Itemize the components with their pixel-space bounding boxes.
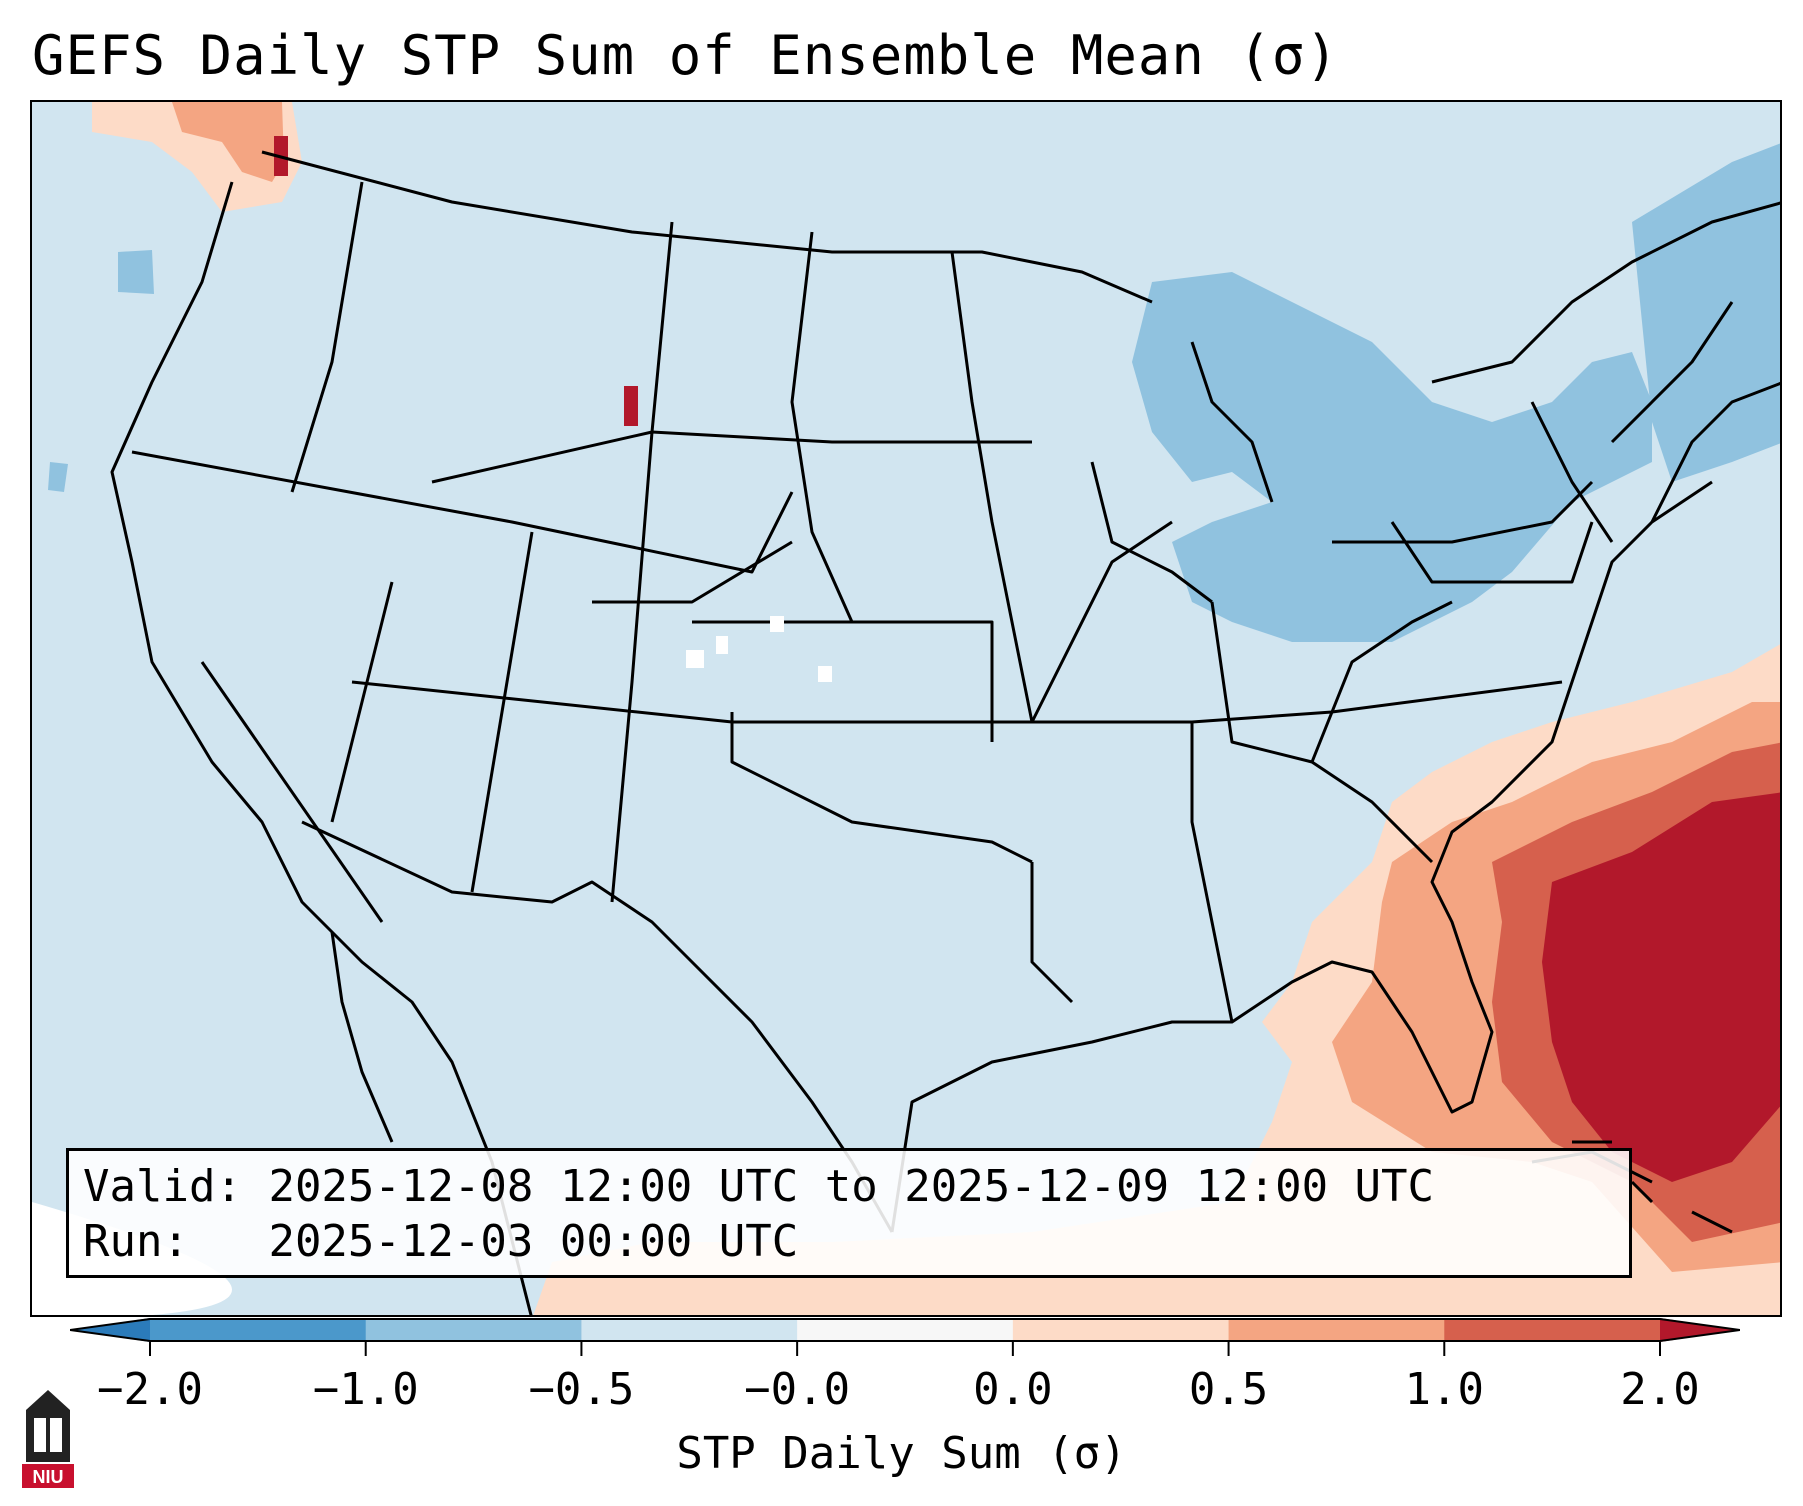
run-value: 2025-12-03 00:00 UTC — [268, 1216, 799, 1267]
colorbar-bin — [1444, 1318, 1661, 1342]
region-wy-max — [624, 386, 638, 426]
state-borders — [110, 150, 1780, 1315]
logo-text: NIU — [33, 1467, 64, 1487]
colorbar-tick-label: 0.0 — [973, 1364, 1053, 1415]
run-label: Run: — [83, 1216, 189, 1267]
colorbar-tick-label: −0.0 — [744, 1364, 851, 1415]
colorbar-bin — [581, 1318, 798, 1342]
colorbar — [70, 1318, 1740, 1342]
missing-cell — [686, 650, 704, 668]
logo-banner — [22, 1464, 74, 1488]
valid-value: 2025-12-08 12:00 UTC to 2025-12-09 12:00… — [268, 1161, 1435, 1212]
logo-window-bar — [46, 1418, 50, 1452]
colorbar-extend-low — [70, 1318, 150, 1342]
region-great-lakes-negative — [1132, 272, 1652, 642]
baja — [330, 931, 394, 1143]
west-coast — [110, 181, 533, 1315]
border-line-14 — [1030, 862, 1074, 1004]
colorbar-extend-high — [1660, 1318, 1740, 1342]
colorbar-ticks — [149, 1342, 1661, 1356]
border-line-19 — [1390, 521, 1594, 584]
border-line-20 — [1090, 461, 1213, 604]
colorbar-bin — [365, 1318, 582, 1342]
border-line-12 — [790, 231, 854, 623]
border-line-2 — [290, 181, 364, 493]
colorbar-bin — [797, 1318, 1014, 1342]
canada-border — [261, 150, 1153, 304]
us-mexico-border — [301, 820, 894, 1233]
border-line-18 — [1310, 600, 1453, 763]
colorbar-bin — [1012, 1318, 1230, 1342]
map-svg — [32, 102, 1780, 1315]
border-line-25 — [1650, 381, 1780, 523]
colorbar-label: STP Daily Sum (σ) — [676, 1428, 1127, 1479]
colorbar-tick-label: 2.0 — [1620, 1364, 1700, 1415]
valid-time-annotation: Valid: 2025-12-08 12:00 UTC to 2025-12-0… — [66, 1148, 1632, 1278]
border-line-6 — [610, 221, 674, 903]
colorbar-tick-label: −0.5 — [528, 1364, 635, 1415]
border-line-24 — [1530, 401, 1614, 543]
border-line-5 — [470, 531, 534, 893]
bahamas — [1572, 1140, 1733, 1234]
border-line-3 — [200, 661, 384, 923]
colorbar-tick-label: 0.5 — [1188, 1364, 1269, 1415]
missing-cell — [716, 636, 728, 654]
valid-label: Valid: — [83, 1161, 242, 1212]
border-line-23 — [1431, 201, 1780, 384]
border-line-9 — [431, 430, 1032, 484]
border-line-8 — [592, 540, 793, 604]
chart-title: GEFS Daily STP Sum of Ensemble Mean (σ) — [32, 24, 1339, 87]
colorbar-tick-label: 1.0 — [1404, 1364, 1485, 1415]
border-line-15 — [1030, 520, 1173, 723]
region-pacific-nw-medium — [172, 102, 284, 182]
region-pacific-negative — [48, 250, 154, 492]
border-line-4 — [330, 581, 394, 823]
missing-cells — [686, 616, 832, 682]
border-line-1 — [131, 450, 794, 574]
colorbar-tick-label: −2.0 — [97, 1364, 203, 1415]
missing-cell — [770, 616, 784, 632]
colorbar-outline — [70, 1318, 1740, 1342]
colorbar-bin — [1228, 1318, 1445, 1342]
border-line-7 — [351, 680, 1563, 724]
border-line-13 — [950, 251, 1034, 723]
border-line-11 — [730, 712, 1033, 864]
colorbar-tick-label: −1.0 — [312, 1364, 419, 1415]
border-line-22 — [1332, 480, 1594, 544]
border-line-26 — [1610, 301, 1734, 444]
region-southeast-max — [1542, 792, 1780, 1182]
border-line-10 — [692, 620, 994, 742]
niu-logo: NIU — [22, 1390, 74, 1488]
map-panel — [30, 100, 1782, 1317]
gulf-coast — [890, 480, 1713, 1233]
missing-cell — [818, 666, 832, 682]
border-line-21 — [1190, 341, 1274, 503]
colorbar-bin — [150, 1318, 367, 1342]
border-line-16 — [1190, 722, 1234, 1023]
